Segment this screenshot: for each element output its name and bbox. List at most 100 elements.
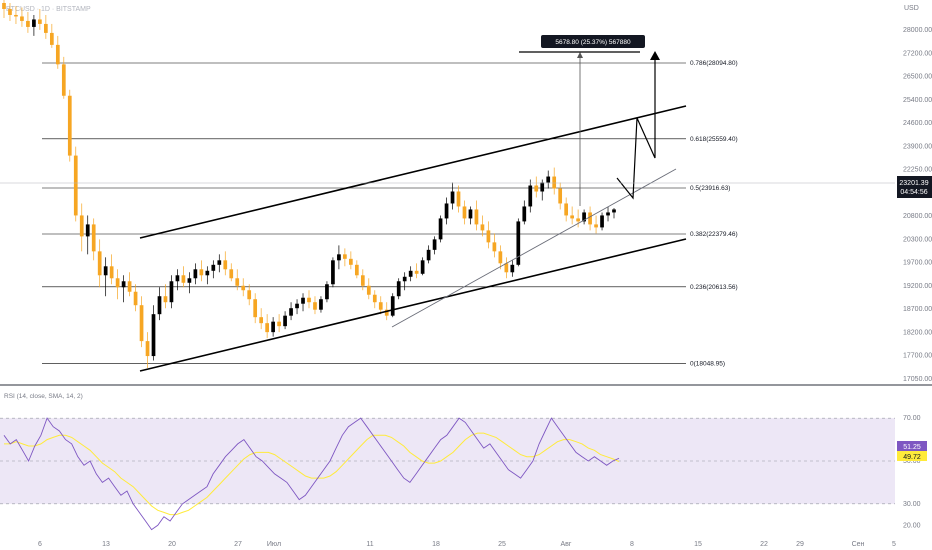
candle-body (480, 224, 485, 231)
candle-body (384, 309, 389, 316)
candle-body (420, 260, 425, 274)
candle (223, 251, 228, 276)
candle (516, 218, 521, 267)
time-axis[interactable]: 6 13 20 27 Июл 11 18 25 Авг 8 15 22 29 Сен 5 (38, 541, 896, 548)
price-tick: 17050.00 (903, 376, 932, 383)
time-tick: 29 (796, 541, 804, 548)
candle (217, 254, 222, 273)
candle-body (540, 182, 545, 192)
measure-label-box (541, 35, 645, 48)
rsi-axis[interactable]: 70.00 50.00 30.00 20.00 (903, 415, 921, 529)
projection-arrow-icon (650, 51, 660, 60)
candle-body (462, 206, 467, 219)
fib-retracement[interactable]: 0.786(28094.80) 0.618(25559.40) 0.5(23916.… (42, 60, 738, 368)
candle (181, 266, 186, 288)
candle (67, 89, 72, 162)
candle (91, 218, 96, 261)
candle (175, 269, 180, 291)
price-tick: 24600.00 (903, 120, 932, 127)
price-tick: 18700.00 (903, 306, 932, 313)
projection-path[interactable] (616, 58, 656, 200)
candle-body (151, 314, 156, 357)
candle-body (528, 185, 533, 207)
candle-body (492, 242, 497, 252)
candle (151, 305, 156, 361)
price-tick: 27200.00 (903, 50, 932, 57)
candle (8, 2, 12, 21)
candle-body (414, 270, 419, 274)
trend-drawings[interactable]: 5678.80 (25.37%) 567880 (139, 35, 687, 372)
time-tick: 27 (234, 541, 242, 548)
candle-body (444, 203, 449, 219)
candle (594, 215, 598, 234)
candle-body (253, 299, 258, 318)
candle-body (612, 209, 616, 213)
candle-body (576, 218, 580, 222)
channel-upper-line[interactable] (139, 105, 687, 239)
candle (97, 239, 102, 288)
candle (360, 269, 365, 291)
candle (600, 212, 604, 231)
candle-body (2, 2, 6, 9)
candle-body (38, 19, 42, 24)
candle-body (510, 264, 515, 273)
candle-body (157, 296, 162, 315)
candle (259, 308, 264, 330)
candle (313, 296, 317, 315)
candle-body (85, 224, 90, 237)
candle-body (337, 254, 341, 261)
candle-body (468, 209, 473, 219)
time-tick: 22 (760, 541, 768, 548)
rsi-tick: 50.00 (903, 458, 921, 465)
candle-body (133, 291, 138, 306)
candle-body (169, 281, 174, 303)
candle (426, 245, 431, 264)
candle-body (109, 266, 114, 279)
candle-body (564, 203, 569, 216)
measure-label: 5678.80 (25.37%) 567880 (555, 39, 631, 46)
candle (576, 209, 580, 228)
candle-body (343, 254, 347, 259)
rsi-tick: 20.00 (903, 522, 921, 529)
candle-body (325, 284, 329, 300)
candle-body (205, 270, 210, 276)
channel-lower-line[interactable] (139, 238, 687, 372)
candle-body (32, 19, 36, 27)
candle-body (301, 297, 305, 304)
candle (199, 260, 204, 282)
currency-label: USD (904, 5, 919, 12)
candle (121, 275, 126, 303)
candle (390, 293, 395, 318)
candle (211, 260, 216, 279)
support-trendline[interactable] (391, 168, 677, 328)
candle (205, 266, 210, 285)
candle (402, 272, 407, 291)
candle-body (366, 285, 371, 295)
candle (528, 179, 533, 213)
candle-body (534, 185, 539, 192)
fib-label: 0.618(25559.40) (690, 136, 738, 143)
candle-body (474, 209, 479, 225)
time-tick: 20 (168, 541, 176, 548)
candle (61, 56, 66, 99)
candle (378, 296, 383, 315)
candle (49, 23, 54, 48)
candle (462, 200, 467, 225)
candle-body (319, 299, 323, 310)
candle (127, 272, 132, 297)
candle-body (20, 16, 24, 21)
candle (26, 11, 30, 33)
candle (139, 296, 144, 348)
candle (163, 284, 168, 309)
candle-body (187, 278, 192, 283)
time-tick: 6 (38, 541, 42, 548)
candle (546, 170, 551, 189)
candle-body (217, 260, 222, 265)
rsi-title: RSI (14, close, SMA, 14, 2) (4, 393, 83, 400)
candle-body (55, 44, 60, 65)
price-tick: 20800.00 (903, 213, 932, 220)
candle (468, 206, 473, 225)
price-tick: 28000.00 (903, 27, 932, 34)
candle (582, 209, 586, 225)
